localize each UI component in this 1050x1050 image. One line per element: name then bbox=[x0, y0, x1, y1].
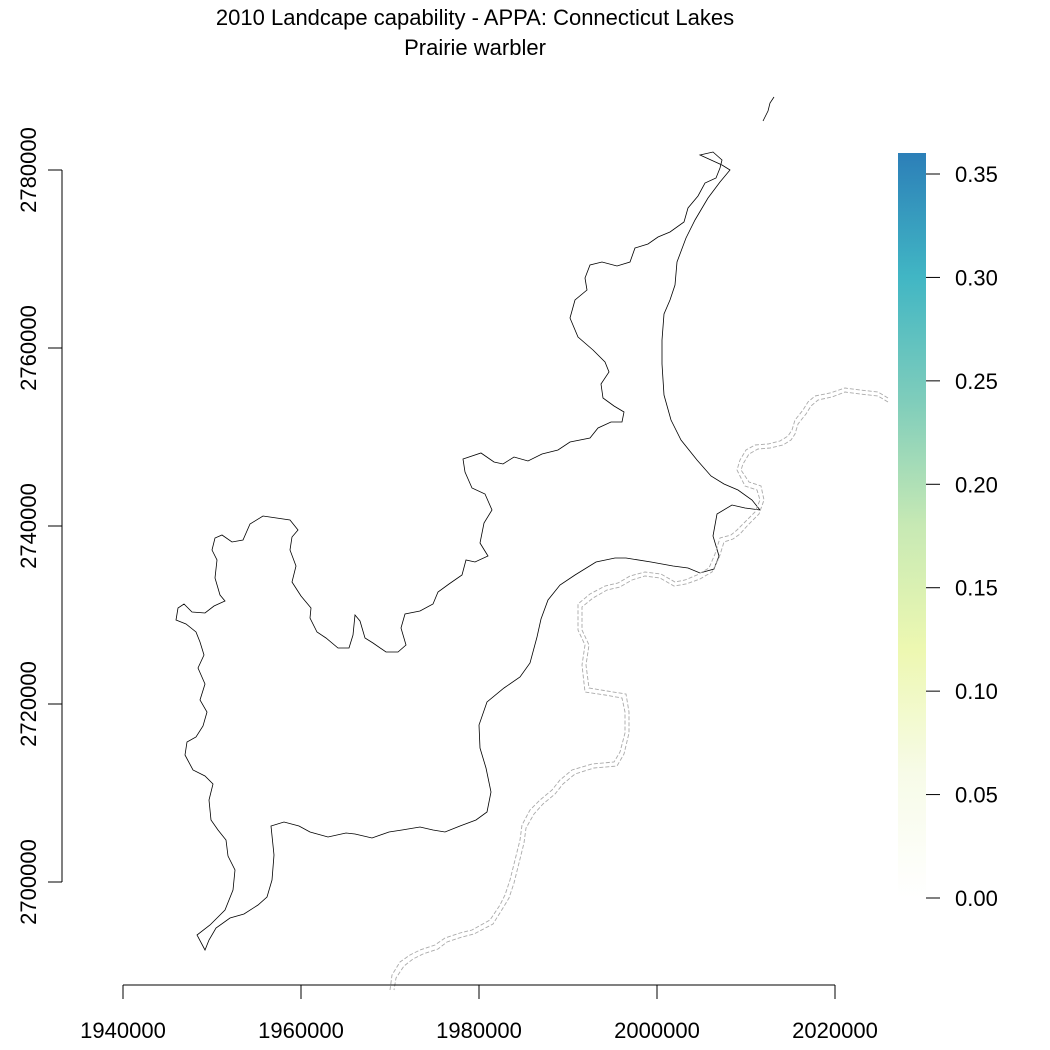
legend-tick-label: 0.30 bbox=[955, 265, 998, 290]
legend-tick-label: 0.00 bbox=[955, 886, 998, 911]
y-tick-label: 2720000 bbox=[16, 661, 41, 747]
y-tick-label: 2700000 bbox=[16, 839, 41, 925]
x-tick-label: 2000000 bbox=[614, 1018, 700, 1043]
legend-tick-label: 0.10 bbox=[955, 679, 998, 704]
legend-color-bar bbox=[898, 153, 926, 898]
study-area-fragment bbox=[762, 96, 775, 122]
legend-tick-label: 0.25 bbox=[955, 369, 998, 394]
x-tick-label: 1960000 bbox=[258, 1018, 344, 1043]
y-axis: 2700000 2720000 2740000 2760000 2780000 bbox=[16, 127, 63, 925]
x-tick-label: 1940000 bbox=[80, 1018, 166, 1043]
study-area-outline bbox=[175, 151, 761, 951]
y-tick-label: 2760000 bbox=[16, 305, 41, 391]
x-tick-label: 1980000 bbox=[436, 1018, 522, 1043]
y-tick-label: 2740000 bbox=[16, 483, 41, 569]
legend-tick-label: 0.20 bbox=[955, 472, 998, 497]
x-axis: 1940000 1960000 1980000 2000000 2020000 bbox=[80, 984, 878, 1043]
legend-tick-label: 0.35 bbox=[955, 162, 998, 187]
x-tick-label: 2020000 bbox=[792, 1018, 878, 1043]
y-tick-label: 2780000 bbox=[16, 127, 41, 213]
legend-tick-label: 0.15 bbox=[955, 576, 998, 601]
color-legend: 0.00 0.05 0.10 0.15 0.20 0.25 0.30 0.35 bbox=[898, 153, 998, 911]
map-subtitle: Prairie warbler bbox=[404, 35, 546, 60]
region-border bbox=[389, 387, 889, 991]
map-title: 2010 Landcape capability - APPA: Connect… bbox=[215, 5, 735, 30]
legend-tick-label: 0.05 bbox=[955, 783, 998, 808]
